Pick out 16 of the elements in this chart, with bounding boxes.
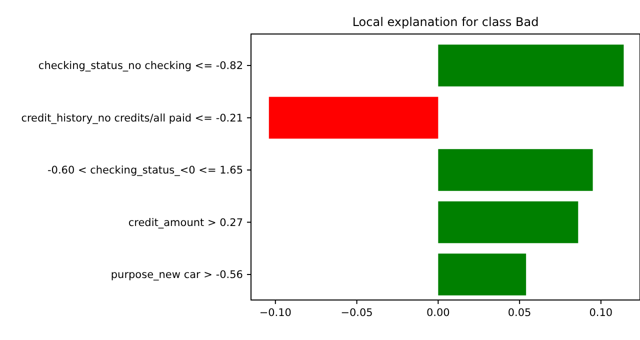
x-tick-label: 0.05 xyxy=(508,307,532,319)
bar xyxy=(438,44,624,86)
bar xyxy=(438,201,578,244)
bar xyxy=(438,254,526,296)
y-tick-label: credit_history_no credits/all paid <= -0.21 xyxy=(21,112,243,124)
x-tick-label: −0.10 xyxy=(259,307,292,319)
x-tick-label: −0.05 xyxy=(340,307,373,319)
y-tick-label: purpose_new car > -0.56 xyxy=(110,269,244,282)
y-tick-label: -0.60 < checking_status_<0 <= 1.65 xyxy=(47,164,243,177)
bar xyxy=(268,96,438,139)
y-tick-label: credit_amount > 0.27 xyxy=(128,216,243,229)
x-tick-label: 0.00 xyxy=(426,307,450,319)
x-tick-label: 0.10 xyxy=(589,307,613,319)
bar xyxy=(438,149,593,191)
y-tick-label: checking_status_no checking <= -0.82 xyxy=(38,60,243,72)
chart-title: Local explanation for class Bad xyxy=(352,15,539,29)
